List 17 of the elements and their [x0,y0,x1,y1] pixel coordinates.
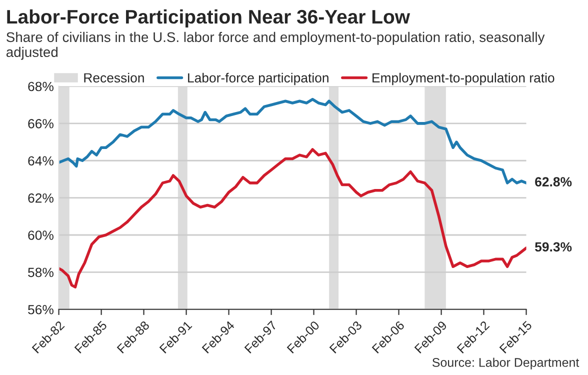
chart-title: Labor-Force Participation Near 36-Year Low [7,9,410,28]
source-note: Source: Labor Department [432,358,580,370]
y-tick-label: 62% [28,193,54,203]
y-tick-label: 64% [28,156,54,166]
y-tick-label: 58% [28,268,54,278]
legend-label: Labor-force participation [188,72,328,86]
legend-label: Employment-to-population ratio [372,72,554,86]
annotation: 59.3% [535,242,572,252]
line-series [58,148,526,288]
y-tick-label: 68% [28,82,54,92]
y-tick-label: 60% [28,230,54,240]
line-series [58,98,526,184]
annotation: 62.8% [535,177,572,186]
y-tick-label: 56% [28,304,54,314]
band-label: Recession [84,72,144,83]
y-tick-label: 66% [28,119,54,128]
chart-subtitle: Share of civilians in the U.S. labor force and employment-to-population ratio, seasonally adjusted [6,32,545,60]
